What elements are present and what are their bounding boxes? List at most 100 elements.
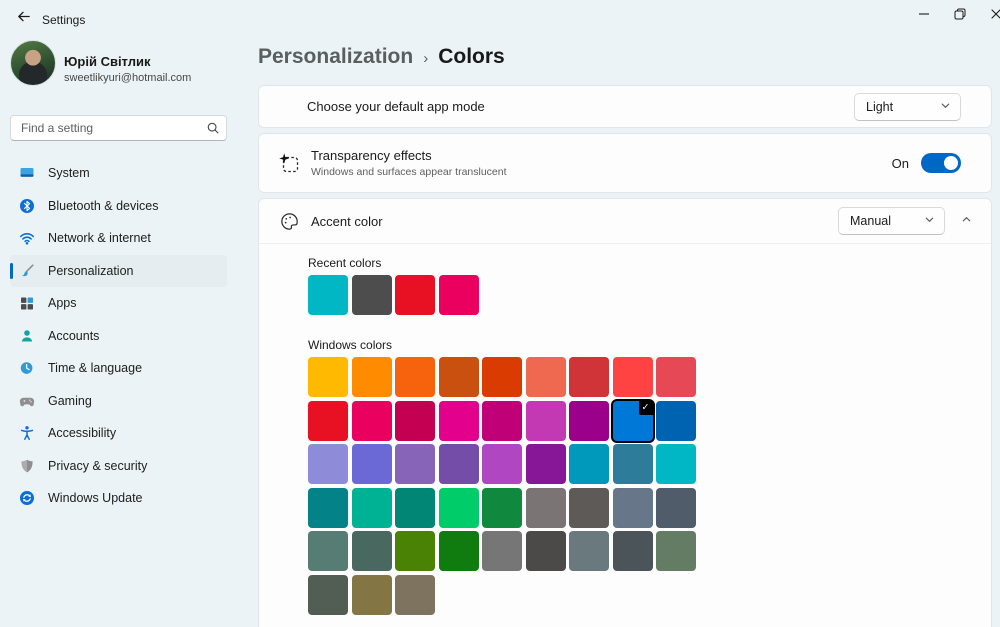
sidebar-item-accounts[interactable]: Accounts (10, 320, 227, 352)
sidebar-item-label: Accessibility (48, 426, 117, 440)
windows-update-icon (19, 490, 35, 506)
color-swatch[interactable] (569, 531, 609, 571)
sidebar-item-network-internet[interactable]: Network & internet (10, 222, 227, 254)
sidebar-item-system[interactable]: System (10, 157, 227, 189)
sidebar-item-label: Windows Update (48, 491, 143, 505)
toggle-knob (944, 156, 958, 170)
color-swatch[interactable] (308, 400, 348, 441)
color-swatch[interactable] (656, 487, 696, 528)
app-mode-dropdown[interactable]: Light (854, 92, 961, 121)
sidebar-item-label: Accounts (48, 328, 100, 343)
color-swatch[interactable] (438, 487, 479, 528)
close-button[interactable] (978, 0, 1000, 32)
color-swatch-selected[interactable]: ✓ (612, 400, 653, 441)
color-swatch[interactable] (438, 275, 479, 315)
sidebar-item-label: System (48, 166, 90, 180)
color-swatch[interactable] (525, 357, 566, 397)
color-swatch[interactable] (438, 400, 479, 441)
transparency-toggle[interactable] (921, 153, 961, 173)
color-swatch[interactable] (395, 275, 435, 315)
arrow-left-icon (16, 9, 31, 29)
color-swatch[interactable] (656, 400, 696, 441)
search-input[interactable] (10, 115, 227, 141)
personalization-icon (19, 263, 35, 279)
accent-mode-dropdown[interactable]: Manual (838, 207, 945, 235)
palette-icon (279, 211, 300, 232)
color-swatch[interactable] (438, 444, 479, 484)
color-swatch[interactable] (395, 357, 435, 397)
color-swatch[interactable] (308, 531, 348, 571)
color-swatch[interactable] (612, 487, 653, 528)
color-swatch[interactable] (351, 574, 392, 615)
color-swatch[interactable] (612, 357, 653, 397)
transparency-title: Transparency effects (311, 148, 432, 163)
sidebar-item-accessibility[interactable]: Accessibility (10, 417, 227, 449)
color-swatch[interactable] (569, 400, 609, 441)
app-mode-label: Choose your default app mode (307, 99, 485, 114)
minimize-button[interactable] (906, 0, 942, 32)
color-swatch[interactable] (525, 444, 566, 484)
color-swatch[interactable] (482, 531, 522, 571)
color-swatch[interactable] (482, 357, 522, 397)
sidebar: Юрій Світлик sweetlikyuri@hotmail.com Sy… (0, 36, 240, 627)
back-button[interactable] (12, 9, 34, 29)
color-swatch[interactable] (438, 357, 479, 397)
color-swatch[interactable] (308, 275, 348, 315)
color-swatch[interactable] (308, 574, 348, 615)
color-swatch[interactable] (569, 444, 609, 484)
color-swatch[interactable] (482, 444, 522, 484)
sidebar-item-apps[interactable]: Apps (10, 287, 227, 319)
color-swatch[interactable] (308, 444, 348, 484)
color-swatch[interactable] (395, 444, 435, 484)
selected-check-icon: ✓ (638, 400, 653, 415)
color-swatch[interactable] (395, 574, 435, 615)
color-swatch[interactable] (351, 357, 392, 397)
color-swatch[interactable] (351, 444, 392, 484)
color-swatch[interactable] (525, 400, 566, 441)
accent-color-title: Accent color (311, 213, 383, 229)
collapse-section-button[interactable] (951, 207, 981, 235)
avatar[interactable] (10, 40, 56, 86)
color-swatch[interactable] (656, 531, 696, 571)
color-swatch[interactable] (569, 487, 609, 528)
color-swatch[interactable] (395, 531, 435, 571)
color-swatch[interactable] (656, 444, 696, 484)
chevron-down-icon (924, 212, 935, 230)
color-swatch[interactable] (438, 531, 479, 571)
window-controls (906, 0, 1000, 32)
sidebar-item-personalization[interactable]: Personalization (10, 254, 227, 287)
app-mode-value: Light (866, 99, 894, 114)
color-swatch[interactable] (308, 487, 348, 528)
sidebar-item-privacy-security[interactable]: Privacy & security (10, 450, 227, 482)
color-swatch[interactable] (395, 487, 435, 528)
color-swatch[interactable] (656, 357, 696, 397)
color-swatch[interactable] (395, 400, 435, 441)
sidebar-item-bluetooth-devices[interactable]: Bluetooth & devices (10, 190, 227, 222)
color-swatch[interactable] (351, 400, 392, 441)
color-swatch[interactable] (482, 400, 522, 441)
minimize-icon (918, 7, 930, 25)
color-swatch[interactable] (351, 487, 392, 528)
color-swatch[interactable] (308, 357, 348, 397)
color-swatch[interactable] (525, 531, 566, 571)
restore-icon (954, 7, 966, 25)
bluetooth-icon (19, 198, 35, 214)
sidebar-item-time-language[interactable]: Time & language (10, 352, 227, 384)
sidebar-item-windows-update[interactable]: Windows Update (10, 482, 227, 514)
color-swatch[interactable] (525, 487, 566, 528)
restore-button[interactable] (942, 0, 978, 32)
color-swatch[interactable] (351, 275, 392, 315)
breadcrumb-parent[interactable]: Personalization (258, 45, 414, 68)
app-mode-row: Choose your default app mode Light (258, 85, 992, 128)
color-swatch[interactable] (351, 531, 392, 571)
color-swatch[interactable] (612, 444, 653, 484)
color-swatch[interactable] (612, 531, 653, 571)
network-icon (19, 230, 35, 246)
titlebar: Settings (0, 0, 1000, 36)
recent-colors-row (308, 275, 991, 315)
accessibility-icon (19, 425, 35, 441)
color-swatch[interactable] (482, 487, 522, 528)
color-swatch[interactable] (569, 357, 609, 397)
sidebar-item-gaming[interactable]: Gaming (10, 385, 227, 417)
sidebar-item-label: Bluetooth & devices (48, 198, 159, 213)
